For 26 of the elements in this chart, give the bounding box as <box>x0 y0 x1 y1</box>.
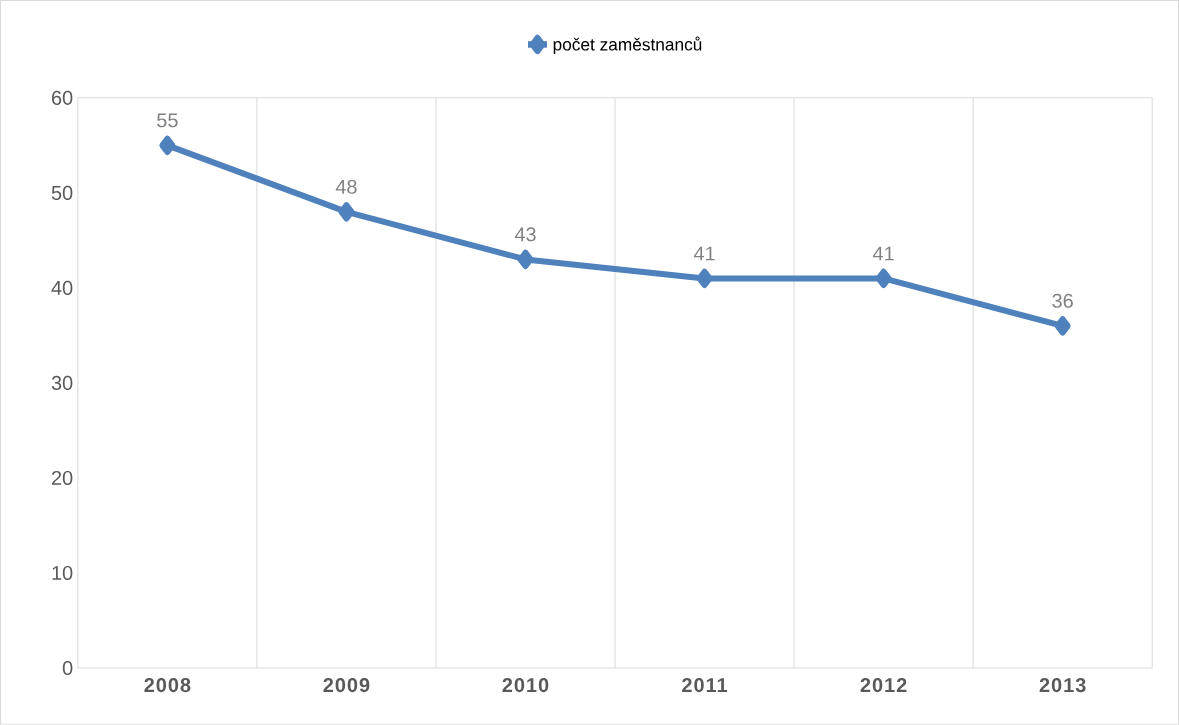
x-tick-label: 2013 <box>1039 678 1086 693</box>
legend-label: počet zaměstnanců <box>553 36 702 55</box>
point <box>696 268 713 289</box>
point <box>159 135 176 156</box>
x-tick-label: 2010 <box>502 678 549 693</box>
point <box>875 268 892 289</box>
y-tick-label: 10 <box>52 565 73 581</box>
y-tick-label: 0 <box>62 661 73 676</box>
y-tick-label: 60 <box>52 90 73 105</box>
x-tick-label: 2008 <box>144 678 191 693</box>
data-label: 55 <box>157 113 178 128</box>
y-tick-label: 20 <box>52 470 73 486</box>
data-label: 36 <box>1052 293 1073 308</box>
point <box>517 249 534 270</box>
x-tick-label: 2011 <box>682 678 728 693</box>
y-tick-label: 30 <box>51 375 73 391</box>
x-tick-label: 2009 <box>323 678 370 693</box>
point <box>338 202 355 222</box>
data-label: 48 <box>335 179 357 194</box>
data-label: 43 <box>514 227 536 242</box>
data-label: 41 <box>693 246 715 261</box>
y-tick-label: 40 <box>51 280 73 296</box>
y-tick-label: 50 <box>51 185 73 200</box>
x-tick-label: 2012 <box>860 678 907 693</box>
data-label: 41 <box>872 246 894 261</box>
point <box>1054 316 1071 336</box>
